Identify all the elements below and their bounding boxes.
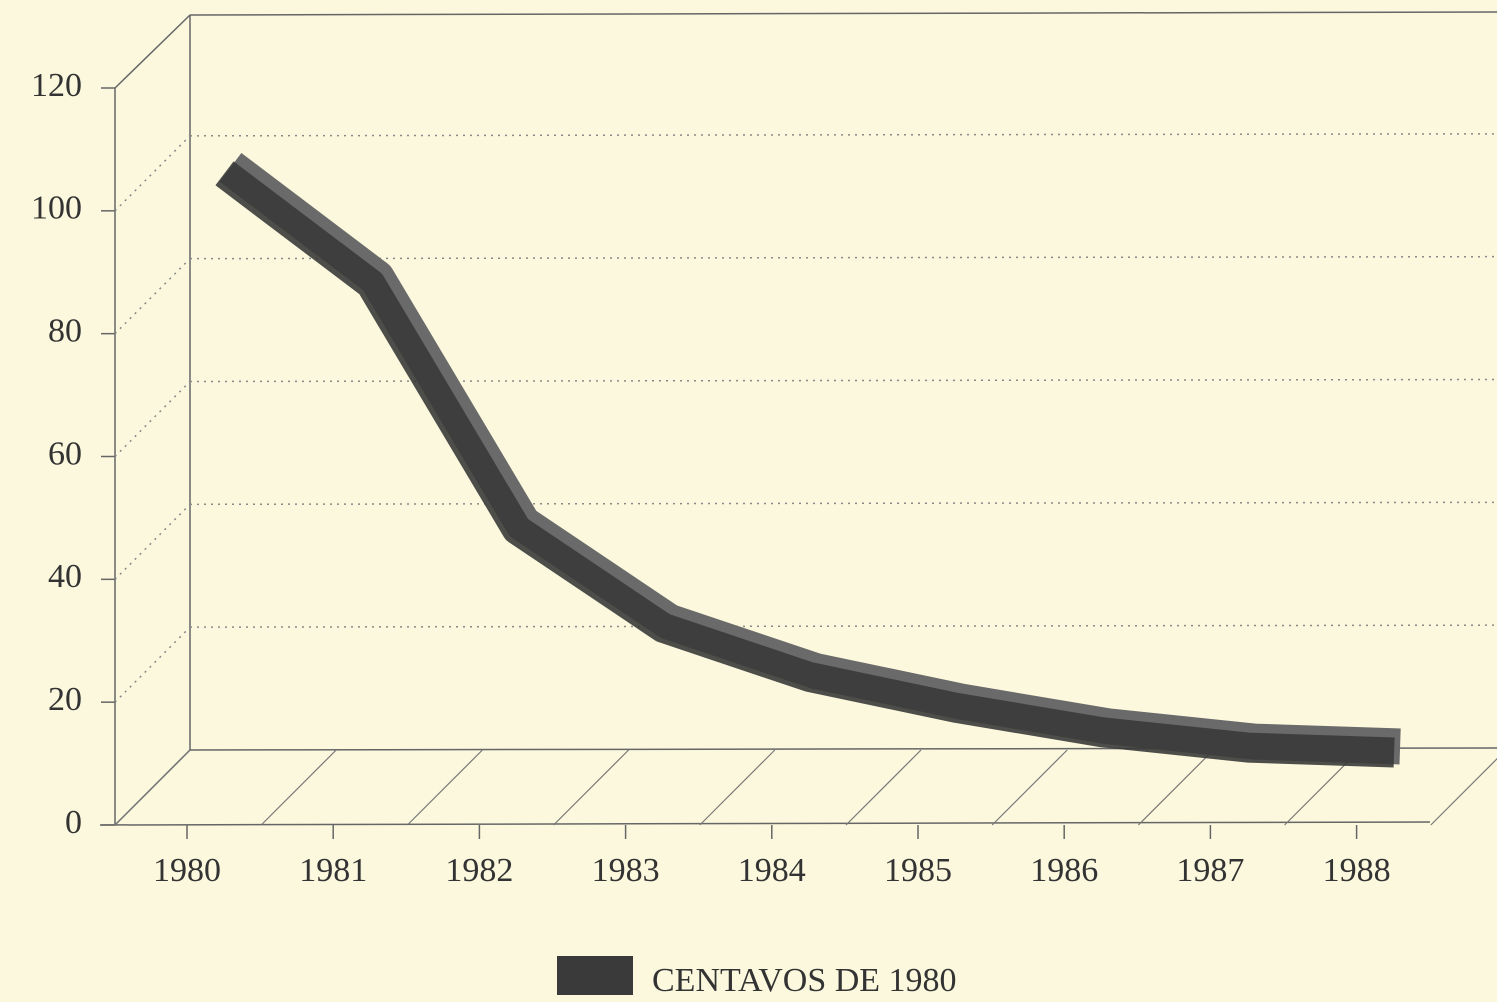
x-tick-label: 1980 xyxy=(153,852,221,889)
y-tick-label: 120 xyxy=(31,67,82,104)
floor-line xyxy=(845,749,922,826)
y-tick-label: 80 xyxy=(48,312,82,349)
grid-line xyxy=(189,255,1497,260)
y-tick-label: 60 xyxy=(48,435,82,472)
x-tick-label: 1982 xyxy=(445,852,513,889)
x-tick-label: 1983 xyxy=(592,852,660,889)
grid-line xyxy=(189,133,1497,137)
x-tick-label: 1984 xyxy=(738,852,806,889)
floor-line xyxy=(1137,749,1214,826)
floor-line xyxy=(553,749,630,826)
x-tick-label: 1981 xyxy=(299,852,367,889)
x-tick-label: 1987 xyxy=(1176,852,1244,889)
y-tick-label: 40 xyxy=(48,558,82,595)
x-tick-label: 1988 xyxy=(1323,852,1391,889)
y-tick-label: 20 xyxy=(48,681,82,718)
x-tick-label: 1986 xyxy=(1030,852,1098,889)
floor-line xyxy=(406,749,483,826)
series-ribbon xyxy=(215,161,1395,768)
floor-line xyxy=(260,749,337,826)
floor-line xyxy=(1430,757,1497,826)
floor-line xyxy=(699,749,776,826)
y-tick-label: 0 xyxy=(65,804,82,841)
x-tick-label: 1985 xyxy=(884,852,952,889)
grid-line xyxy=(189,501,1497,506)
floor-line xyxy=(991,749,1068,826)
grid-line xyxy=(189,624,1497,628)
y-tick-label: 100 xyxy=(31,190,82,227)
legend-label: CENTAVOS DE 1980 xyxy=(652,962,957,999)
grid-line xyxy=(189,378,1497,383)
legend-swatch xyxy=(557,956,633,995)
floor-line xyxy=(114,749,191,826)
